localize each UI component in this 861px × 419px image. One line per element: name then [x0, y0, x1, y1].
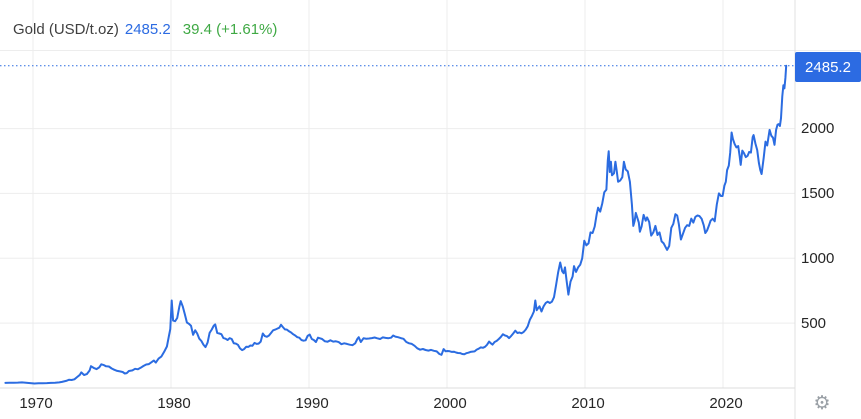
x-axis-tick-label: 2020	[709, 395, 743, 412]
x-axis-tick-label: 1970	[19, 395, 53, 412]
x-axis-tick-label: 1990	[295, 395, 329, 412]
y-axis-tick-label: 1000	[801, 249, 835, 267]
x-axis-tick-label: 1980	[157, 395, 191, 412]
y-axis-tick-label: 500	[801, 314, 827, 332]
x-axis-tick-label: 2010	[571, 395, 605, 412]
y-axis-tick-label: 1500	[801, 184, 835, 202]
settings-gear-icon[interactable]: ⚙	[813, 392, 831, 414]
last-price: 2485.2	[124, 21, 171, 38]
y-axis-tick-label: 2000	[801, 120, 835, 138]
price-change: 39.4 (+1.61%)	[182, 21, 278, 38]
current-price-badge-value: 2485.2	[805, 58, 851, 76]
current-price-badge: 2485.2	[795, 52, 861, 82]
x-axis-tick-label: 2000	[433, 395, 467, 412]
chart-header: Gold (USD/t.oz) 2485.2 39.4 (+1.61%)	[13, 21, 277, 38]
instrument-label: Gold (USD/t.oz)	[13, 21, 119, 38]
